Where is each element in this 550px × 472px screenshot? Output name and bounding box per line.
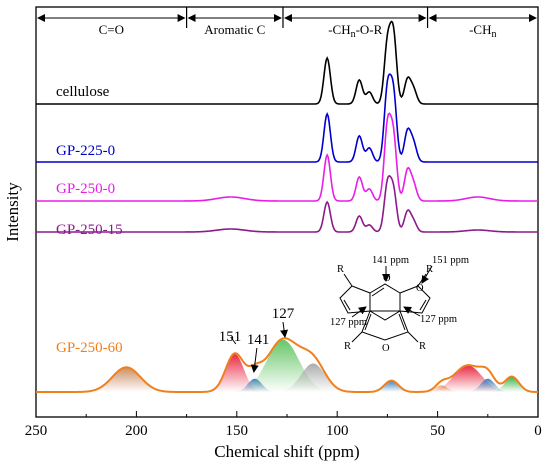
region-label-main: C=O [99, 22, 124, 37]
atom-o: O [382, 343, 390, 354]
double-bond [364, 313, 372, 331]
region-label-tail: -O-R [356, 22, 383, 37]
peak-annotation-141: 141 [247, 332, 270, 348]
series-label: GP-250-0 [56, 181, 115, 197]
substituent-r: R [337, 264, 344, 275]
series-line-cellulose [36, 20, 538, 105]
region-label: C=O [99, 22, 124, 37]
peak-annotation-127: 127 [272, 306, 295, 322]
peak-annotation-arrow [280, 321, 289, 338]
region-label-main: -CH [469, 22, 491, 37]
deconvolution-peak [264, 363, 362, 392]
double-bond [371, 287, 385, 297]
peak-annotation-arrow [250, 347, 259, 373]
deconvolution-peak [483, 376, 541, 392]
furan-ring-left [339, 285, 371, 314]
region-label: Aromatic C [204, 22, 265, 37]
region-label: -CHn [469, 22, 496, 40]
atom-o: O [416, 283, 424, 294]
region-label-main: -CH [328, 22, 350, 37]
x-tick-label: 150 [226, 423, 249, 439]
structure-arrow [351, 306, 367, 318]
structure-label-141: 141 ppm [372, 255, 409, 266]
deconvolution-peak [363, 380, 420, 392]
deconvolution-peak [198, 354, 271, 392]
x-tick-label: 0 [534, 423, 542, 439]
structure-label-151: 151 ppm [432, 255, 469, 266]
peak-annotation-151: 151 [219, 329, 242, 345]
benzene-ring [369, 283, 401, 321]
series-label: GP-225-0 [56, 143, 115, 159]
deconvolution-peak [70, 367, 183, 392]
furan-ring-bottom [361, 310, 409, 341]
region-label: -CHn-O-R [328, 22, 382, 40]
atom-o: O [383, 273, 391, 284]
y-axis-label: Intensity [3, 182, 22, 242]
x-tick-label: 200 [125, 423, 148, 439]
series-line-GP-250-15 [36, 174, 538, 233]
deconvolution-peak [459, 378, 516, 392]
series-line-GP-225-0 [36, 73, 538, 163]
structure-label-127b: 127 ppm [420, 314, 457, 325]
region-label-sub: n [491, 29, 496, 40]
series-label: GP-250-60 [56, 340, 123, 356]
x-tick-label: 100 [326, 423, 349, 439]
series-line-GP-250-0 [36, 112, 538, 202]
x-axis-label: Chemical shift (ppm) [214, 442, 359, 461]
x-tick-label: 50 [430, 423, 445, 439]
substituent-r: R [344, 341, 351, 352]
series-line-GP-250-60 [36, 337, 539, 393]
furan-ring-right [399, 285, 431, 314]
double-bond [419, 299, 427, 311]
series-label: GP-250-15 [56, 222, 123, 238]
peak-annotation-line [230, 336, 237, 345]
substituent-bond [351, 331, 363, 343]
region-label-main: Aromatic C [204, 22, 265, 37]
deconvolution-peak [218, 339, 348, 392]
structure-arrow [421, 265, 433, 284]
deconvolution-peak [411, 365, 524, 392]
series-label: cellulose [56, 84, 110, 100]
double-bond [398, 313, 406, 331]
structure-label-127a: 127 ppm [330, 317, 367, 328]
structure-arrow [403, 306, 421, 317]
substituent-bond [343, 273, 353, 287]
double-bond [343, 299, 351, 311]
region-label-sub: n [351, 29, 356, 40]
substituent-bond [407, 331, 419, 343]
x-tick-label: 250 [25, 423, 48, 439]
substituent-r: R [419, 341, 426, 352]
